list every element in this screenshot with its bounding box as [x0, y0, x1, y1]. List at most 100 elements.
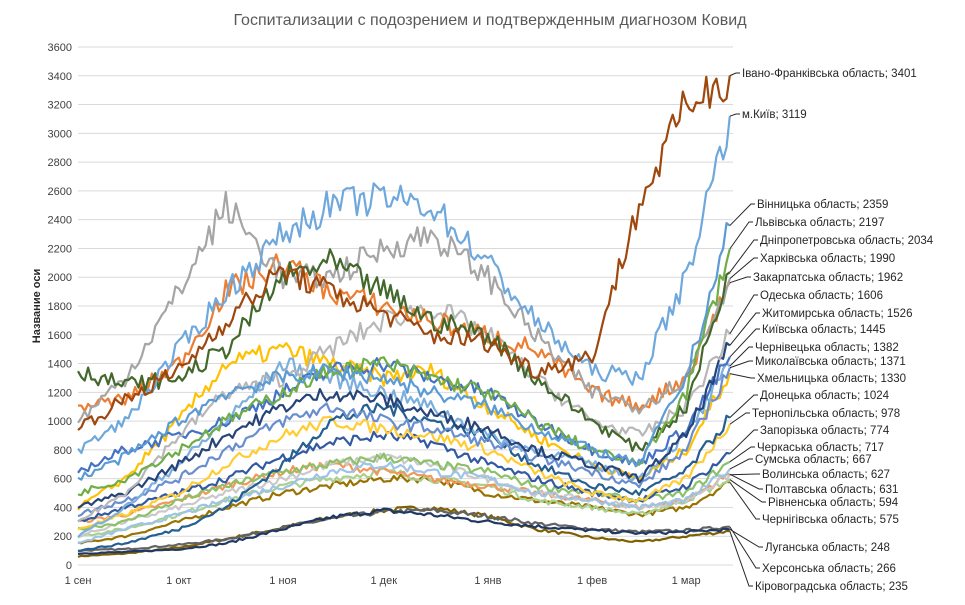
- series-line: [77, 222, 731, 481]
- series-line: [77, 304, 731, 523]
- y-tick-label: 1200: [48, 387, 72, 399]
- data-label: Дніпропетровська область; 2034: [760, 235, 934, 247]
- leader-line: [729, 203, 755, 226]
- leader-line: [729, 312, 760, 346]
- leader-line: [729, 429, 758, 454]
- data-label: Київська область; 1445: [762, 324, 885, 336]
- data-label: Закарпатська область; 1962: [753, 272, 903, 284]
- x-tick-label: 1 сен: [65, 575, 92, 587]
- x-tick-labels: 1 сен 1 окт 1 ноя 1 дек 1 янв 1 фев 1 мар: [65, 575, 701, 587]
- data-label: Сумська область; 667: [755, 454, 872, 466]
- y-tick-label: 2400: [48, 215, 72, 227]
- y-tick-label: 800: [54, 445, 72, 457]
- data-label: Полтавська область; 631: [765, 484, 898, 496]
- leader-line: [729, 473, 763, 490]
- leader-line: [729, 528, 763, 548]
- x-tick-label: 1 ноя: [269, 575, 296, 587]
- data-label: Івано-Франківська область; 3401: [742, 68, 917, 80]
- leader-line: [729, 72, 740, 77]
- y-tick-label: 3600: [48, 42, 72, 54]
- series-lines: [77, 75, 731, 558]
- leader-line: [729, 394, 758, 419]
- series-line: [77, 415, 731, 531]
- data-label: Донецька область; 1024: [760, 390, 890, 402]
- x-tick-label: 1 янв: [474, 575, 501, 587]
- leader-line: [729, 473, 760, 476]
- series-line: [77, 248, 731, 452]
- data-label: Волинська область; 627: [762, 469, 890, 481]
- series-line: [77, 248, 731, 497]
- series-line: [77, 253, 731, 413]
- series-line: [77, 116, 731, 455]
- leader-line: [729, 328, 760, 358]
- leader-line: [729, 481, 760, 520]
- series-line: [77, 341, 731, 509]
- series-line: [77, 342, 731, 511]
- data-label: Одеська область; 1606: [760, 290, 883, 302]
- data-label: Рівненська область; 594: [768, 497, 899, 509]
- y-tick-label: 1600: [48, 330, 72, 342]
- chart-title: Госпитализации с подозрением и подтвержд…: [233, 12, 747, 29]
- series-line: [77, 507, 730, 555]
- data-label: Запорізька область; 774: [760, 425, 890, 437]
- data-label: Житомирська область; 1526: [762, 308, 912, 320]
- leader-line: [729, 373, 755, 379]
- data-label: Вінницька область; 2359: [757, 199, 888, 211]
- leader-line: [729, 479, 766, 503]
- y-axis-title: Название оси: [31, 269, 43, 343]
- y-tick-label: 400: [54, 502, 72, 514]
- y-tick-label: 1400: [48, 359, 72, 371]
- y-tick-label: 2800: [48, 157, 72, 169]
- series-line: [77, 75, 731, 431]
- leader-line: [729, 360, 753, 369]
- leader-line: [729, 346, 753, 367]
- data-label: Львівська область; 2197: [755, 217, 884, 229]
- leader-line: [729, 239, 758, 273]
- y-tick-label: 3200: [48, 100, 72, 112]
- y-tick-label: 600: [54, 474, 72, 486]
- y-tick-labels: 0 200 400 600 800 1000 1200 1400 1600 1800 2000 220…: [48, 42, 72, 572]
- y-tick-label: 2600: [48, 186, 72, 198]
- y-tick-label: 2200: [48, 243, 72, 255]
- y-tick-label: 1000: [48, 416, 72, 428]
- data-label: Кіровоградська область; 235: [755, 581, 908, 593]
- data-label: Черкаська область; 717: [757, 442, 884, 454]
- y-tick-label: 200: [54, 531, 72, 543]
- leader-line: [729, 526, 760, 569]
- data-labels: Івано-Франківська область; 3401 м.Київ; 3…: [729, 68, 934, 593]
- data-label: Чернігівська область; 575: [762, 514, 899, 526]
- series-line: [77, 473, 730, 545]
- y-tick-label: 3400: [48, 71, 72, 83]
- data-label: м.Київ; 3119: [742, 109, 807, 121]
- data-label: Луганська область; 248: [765, 542, 890, 554]
- series-line: [77, 356, 731, 474]
- series-line: [77, 402, 731, 553]
- data-label: Миколаївська область; 1371: [755, 356, 906, 368]
- y-tick-label: 2000: [48, 272, 72, 284]
- series-line: [77, 505, 730, 558]
- leader-line: [729, 276, 751, 284]
- leader-line: [729, 221, 753, 250]
- leader-line: [729, 531, 753, 587]
- leader-line: [729, 257, 758, 280]
- leader-line: [729, 446, 755, 463]
- leader-line: [729, 113, 740, 117]
- y-tick-label: 3000: [48, 128, 72, 140]
- data-label: Чернівецька область; 1382: [755, 342, 899, 354]
- leader-line: [729, 458, 753, 470]
- data-label: Хмельницька область; 1330: [757, 373, 906, 385]
- x-tick-label: 1 мар: [672, 575, 701, 587]
- x-tick-label: 1 окт: [166, 575, 191, 587]
- x-tick-label: 1 фев: [577, 575, 607, 587]
- data-label: Тернопільська область; 978: [752, 408, 900, 420]
- data-label: Херсонська область; 266: [762, 563, 896, 575]
- y-tick-label: 1800: [48, 301, 72, 313]
- data-label: Харківська область; 1990: [760, 253, 895, 265]
- y-tick-label: 0: [66, 560, 72, 572]
- series-line: [77, 461, 731, 545]
- gridlines: [78, 46, 733, 566]
- series-line: [77, 190, 731, 424]
- x-tick-label: 1 дек: [370, 575, 397, 587]
- series-line: [77, 367, 731, 518]
